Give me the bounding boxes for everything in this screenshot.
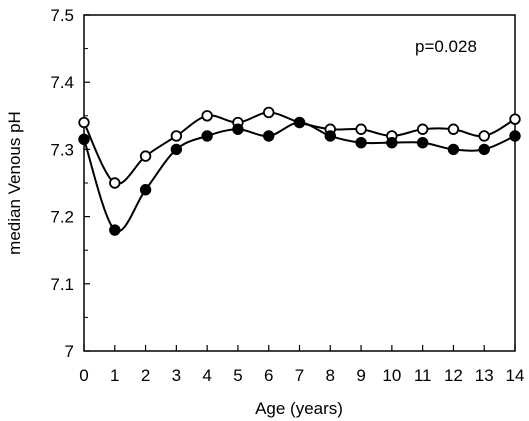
x-tick-label: 7 bbox=[295, 366, 304, 385]
x-tick-label: 0 bbox=[79, 366, 88, 385]
series-layer bbox=[78, 106, 521, 236]
series-1-point bbox=[170, 130, 183, 142]
x-tick-label: 1 bbox=[110, 366, 119, 385]
series-1-point bbox=[355, 123, 367, 135]
y-axis-ticks: 7 7.1 7.2 7.3 7.4 7.5 bbox=[50, 6, 90, 361]
y-tick-label: 7.5 bbox=[50, 6, 74, 25]
x-tick-label: 2 bbox=[141, 366, 150, 385]
series-2-point bbox=[139, 184, 152, 196]
y-tick-label: 7.1 bbox=[50, 275, 74, 294]
series-2-point bbox=[201, 130, 213, 142]
x-tick-label: 3 bbox=[172, 366, 181, 385]
series-2-point bbox=[355, 136, 367, 149]
series-1-point bbox=[263, 106, 275, 119]
series-1-point bbox=[478, 130, 490, 142]
series-1-point bbox=[509, 113, 521, 125]
series-1-point bbox=[78, 116, 90, 129]
plot-frame bbox=[83, 14, 516, 352]
x-tick-label: 12 bbox=[444, 366, 463, 385]
p-value-annotation: p=0.028 bbox=[415, 37, 477, 56]
series-2-point bbox=[232, 123, 244, 135]
x-tick-label: 13 bbox=[475, 366, 494, 385]
series-2-point bbox=[170, 143, 183, 156]
series-1-point bbox=[201, 110, 213, 122]
series-2-point bbox=[416, 136, 429, 149]
x-tick-label: 14 bbox=[506, 366, 525, 385]
series-2-point bbox=[78, 133, 90, 146]
series-1-point bbox=[139, 150, 152, 162]
y-tick-label: 7 bbox=[65, 342, 74, 361]
y-tick-label: 7.2 bbox=[50, 208, 74, 227]
x-axis-title: Age (years) bbox=[255, 399, 343, 418]
x-tick-label: 10 bbox=[382, 366, 401, 385]
series-2-point bbox=[324, 130, 336, 142]
y-axis-title: median Venous pH bbox=[5, 111, 24, 255]
series-2-point bbox=[509, 130, 521, 142]
x-axis-ticks: 0 1 2 3 4 5 6 7 8 9 10 11 12 13 14 bbox=[79, 345, 524, 385]
series-2-point bbox=[478, 143, 490, 156]
y-tick-label: 7.3 bbox=[50, 140, 74, 159]
series-2-point bbox=[447, 143, 460, 156]
series-2-point bbox=[293, 116, 306, 129]
series-2-point bbox=[263, 130, 275, 142]
y-tick-label: 7.4 bbox=[50, 73, 74, 92]
series-1-point bbox=[416, 123, 429, 135]
series-line-2 bbox=[83, 121, 516, 233]
series-2-point bbox=[386, 136, 398, 149]
x-tick-label: 5 bbox=[233, 366, 242, 385]
x-tick-label: 9 bbox=[356, 366, 365, 385]
x-tick-label: 6 bbox=[264, 366, 273, 385]
x-tick-label: 11 bbox=[414, 366, 432, 385]
series-1-point bbox=[109, 177, 121, 189]
x-tick-label: 4 bbox=[202, 366, 211, 385]
x-tick-label: 8 bbox=[326, 366, 335, 385]
series-1-point bbox=[447, 123, 460, 135]
series-2-point bbox=[109, 224, 121, 236]
